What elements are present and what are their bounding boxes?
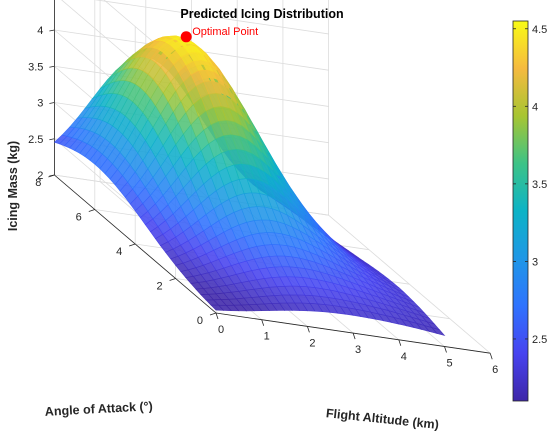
y-tick-mark (169, 278, 176, 281)
surface-layer (53, 35, 446, 337)
colorbar-tick-label: 2.5 (532, 334, 547, 346)
y-tick-label: 0 (197, 315, 203, 327)
x-tick-mark (444, 346, 447, 353)
y-tick-label: 4 (116, 246, 122, 258)
z-tick-label: 4.5 (28, 0, 43, 1)
z-tick-mark (49, 29, 55, 32)
x-tick-label: 1 (264, 331, 270, 343)
x-tick-label: 0 (218, 324, 224, 336)
y-tick-label: 6 (76, 212, 82, 224)
grid-line (94, 0, 329, 35)
optimal-point-marker (180, 31, 192, 43)
x-tick-label: 5 (446, 358, 452, 370)
colorbar-tick-label: 4 (532, 101, 538, 113)
chart-title: Predicted Icing Distribution (180, 7, 343, 21)
x-tick-mark (398, 339, 402, 346)
z-axis-label: Icing Mass (kg) (6, 141, 20, 231)
z-tick-label: 3 (37, 98, 43, 110)
x-tick-mark (261, 319, 265, 326)
z-tick-mark (49, 138, 55, 141)
z-tick-label: 3.5 (28, 61, 43, 73)
colorbar-ticks: 2.5 3 3.5 4 4.5 (513, 24, 547, 346)
x-tick-label: 4 (401, 351, 407, 363)
y-axis-label: Angle of Attack (°) (44, 399, 153, 419)
colorbar-tick-label: 3 (532, 256, 538, 268)
x-tick-mark (307, 326, 310, 333)
y-tick-mark (129, 243, 136, 247)
z-tick-label: 4 (37, 25, 43, 37)
z-tick-mark (49, 174, 55, 177)
surface-patch (430, 327, 446, 337)
x-tick-label: 6 (492, 364, 498, 376)
axes-layer (48, 0, 493, 360)
z-tick-mark (49, 102, 55, 104)
x-tick-label: 2 (309, 337, 315, 349)
y-tick-label: 2 (156, 281, 162, 293)
colorbar-tick-label: 4.5 (532, 24, 547, 36)
x-tick-mark (352, 332, 356, 340)
z-tick-label: 2 (37, 170, 43, 182)
y-tick-mark (209, 312, 217, 316)
annotation-layer: Optimal Point (180, 26, 258, 43)
x-tick-label: 3 (355, 344, 361, 356)
x-tick-mark (489, 353, 493, 360)
colorbar (512, 20, 529, 402)
x-axis-label: Flight Altitude (km) (325, 406, 439, 431)
colorbar-tick-label: 3.5 (532, 179, 547, 191)
z-tick-label: 2.5 (28, 134, 43, 146)
optimal-point-label: Optimal Point (192, 26, 258, 38)
y-tick-label: 8 (35, 177, 41, 189)
y-tick-mark (88, 209, 95, 212)
z-tick-mark (49, 65, 55, 68)
x-tick-mark (215, 312, 219, 320)
grid-line (328, 214, 491, 354)
